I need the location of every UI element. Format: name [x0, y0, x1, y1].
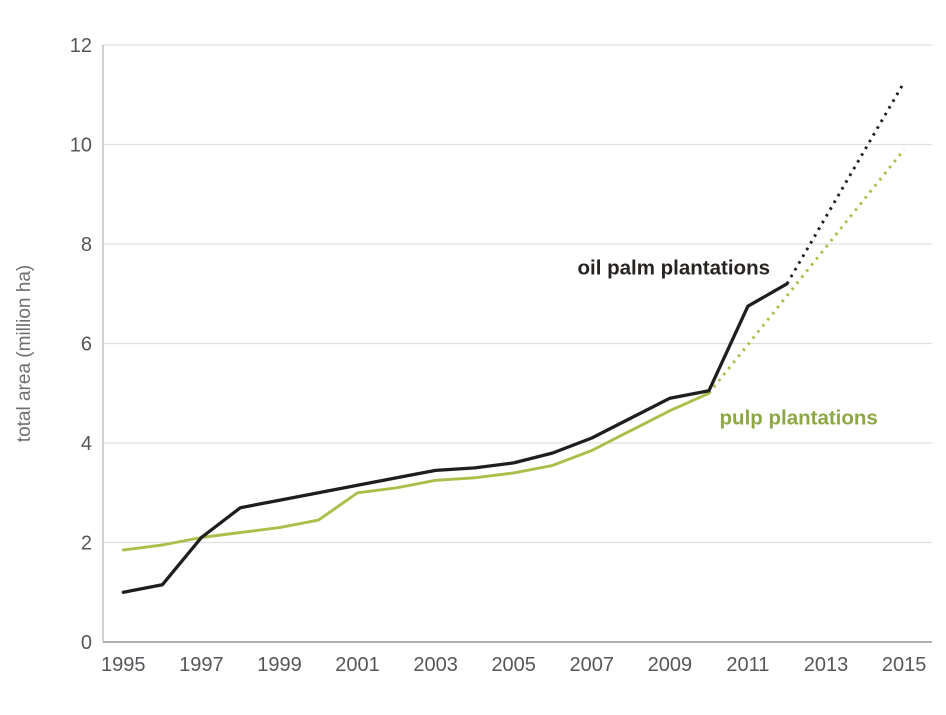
- y-tick-label: 4: [81, 433, 92, 455]
- x-tick-label: 2005: [491, 654, 536, 676]
- y-tick-label: 10: [70, 135, 92, 157]
- y-tick-label: 6: [81, 334, 92, 356]
- x-tick-label: 1995: [101, 654, 146, 676]
- x-tick-label: 2015: [882, 654, 927, 676]
- x-tick-label: 2009: [648, 654, 693, 676]
- x-tick-label: 1999: [257, 654, 302, 676]
- y-tick-label: 8: [81, 234, 92, 256]
- x-tick-label: 1997: [179, 654, 224, 676]
- y-tick-label: 12: [70, 35, 92, 57]
- x-tick-label: 2001: [335, 654, 380, 676]
- x-tick-label: 2011: [726, 654, 769, 676]
- y-axis-title: total area (million ha): [14, 265, 35, 442]
- series-line-oil-palm-solid: [121, 282, 789, 594]
- x-tick-label: 2007: [570, 654, 615, 676]
- pulp-label: pulp plantations: [720, 407, 878, 430]
- series-line-pulp-projection: [707, 148, 906, 395]
- series-line-pulp-solid: [121, 391, 711, 552]
- y-tick-label: 0: [81, 632, 92, 654]
- x-tick-label: 2013: [804, 654, 849, 676]
- y-tick-label: 2: [81, 533, 92, 555]
- series-line-oil-palm-projection: [785, 81, 906, 285]
- x-tick-label: 2003: [413, 654, 458, 676]
- oil-palm-label: oil palm plantations: [578, 256, 771, 279]
